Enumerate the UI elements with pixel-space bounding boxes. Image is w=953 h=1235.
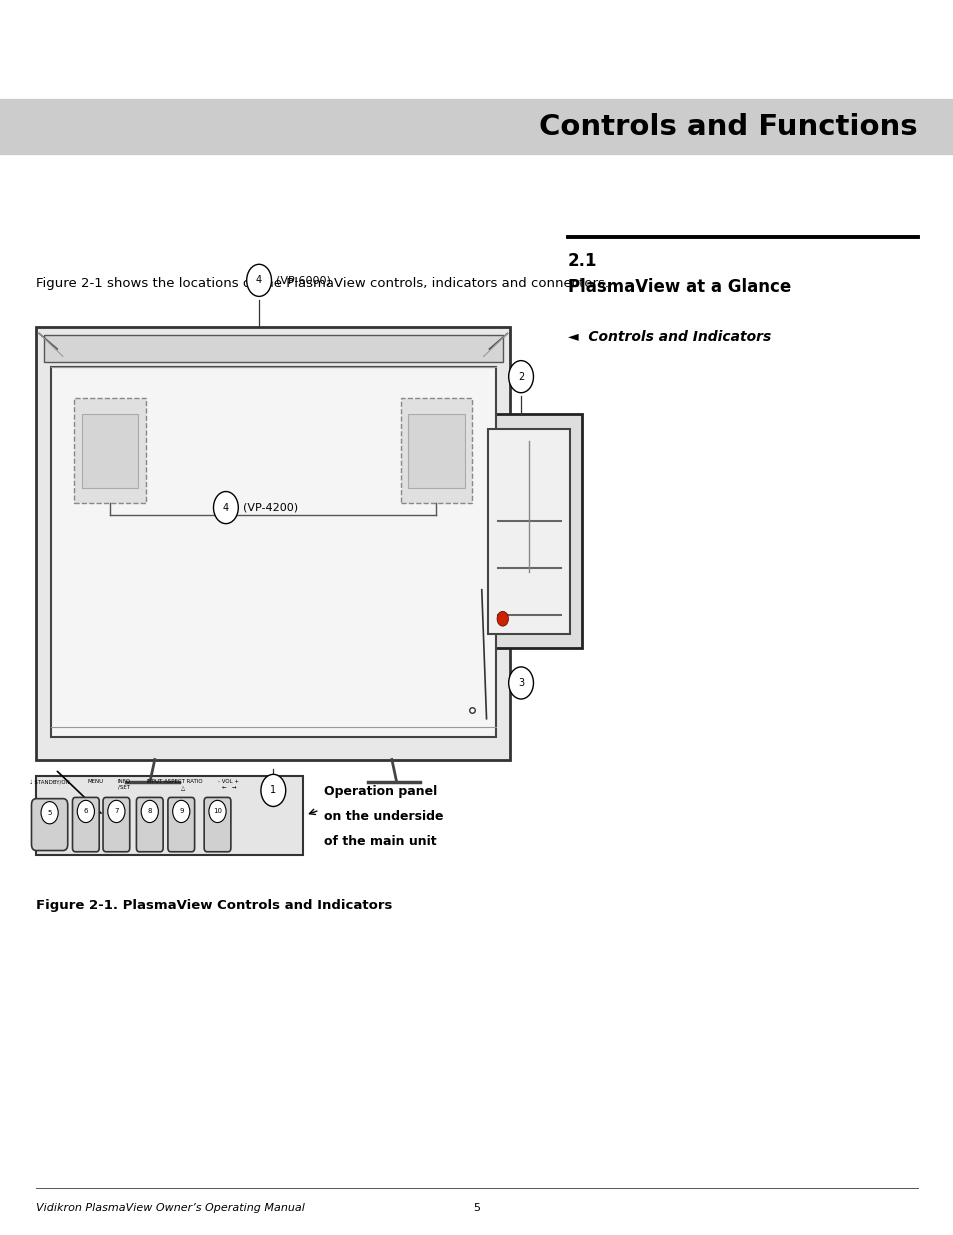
- Text: Operation panel: Operation panel: [324, 785, 437, 799]
- Circle shape: [41, 802, 58, 824]
- Circle shape: [209, 800, 226, 823]
- Circle shape: [172, 800, 190, 823]
- Text: 3: 3: [517, 678, 523, 688]
- Text: 6: 6: [84, 809, 88, 814]
- Text: Controls and Functions: Controls and Functions: [538, 112, 917, 141]
- Bar: [51, 367, 496, 737]
- Bar: [82, 414, 138, 488]
- Text: 4: 4: [255, 275, 262, 285]
- Circle shape: [508, 667, 533, 699]
- Text: 9: 9: [179, 809, 183, 814]
- Circle shape: [261, 774, 286, 806]
- Text: 1: 1: [270, 785, 276, 795]
- Circle shape: [508, 361, 533, 393]
- Text: Figure 2-1 shows the locations of the PlasmaView controls, indicators and connec: Figure 2-1 shows the locations of the Pl…: [36, 277, 609, 290]
- Bar: [36, 327, 510, 760]
- Circle shape: [213, 492, 238, 524]
- Text: ◄  Controls and Indicators: ◄ Controls and Indicators: [567, 330, 770, 343]
- Bar: [74, 398, 146, 503]
- Bar: [476, 414, 581, 648]
- Text: Vidikron PlasmaView Owner’s Operating Manual: Vidikron PlasmaView Owner’s Operating Ma…: [36, 1203, 305, 1213]
- Circle shape: [108, 800, 125, 823]
- Text: 10: 10: [213, 809, 222, 814]
- Bar: [408, 414, 464, 488]
- Bar: [488, 429, 570, 634]
- Bar: [0, 100, 953, 154]
- Bar: [400, 398, 472, 503]
- Text: INFO
/SET: INFO /SET: [117, 779, 131, 789]
- Circle shape: [141, 800, 158, 823]
- Text: (VP-6000): (VP-6000): [276, 275, 331, 285]
- Bar: [44, 335, 502, 362]
- Text: PlasmaView at a Glance: PlasmaView at a Glance: [567, 278, 790, 296]
- FancyBboxPatch shape: [136, 798, 163, 852]
- Circle shape: [247, 264, 272, 296]
- Text: of the main unit: of the main unit: [324, 835, 436, 848]
- Text: MENU: MENU: [88, 779, 103, 784]
- Text: 4: 4: [223, 503, 229, 513]
- Text: Figure 2-1. PlasmaView Controls and Indicators: Figure 2-1. PlasmaView Controls and Indi…: [36, 899, 393, 913]
- Text: on the underside: on the underside: [324, 810, 443, 824]
- Text: 7: 7: [114, 809, 118, 814]
- FancyBboxPatch shape: [103, 798, 130, 852]
- Circle shape: [77, 800, 94, 823]
- Text: 5: 5: [48, 810, 51, 816]
- FancyBboxPatch shape: [204, 798, 231, 852]
- Text: ♩ STANDBY/ON: ♩ STANDBY/ON: [30, 779, 70, 784]
- Bar: [36, 776, 303, 855]
- Text: 8: 8: [148, 809, 152, 814]
- Text: 5: 5: [473, 1203, 480, 1213]
- FancyBboxPatch shape: [168, 798, 194, 852]
- Text: 2: 2: [517, 372, 523, 382]
- Text: (VP-4200): (VP-4200): [243, 503, 298, 513]
- Text: 2.1: 2.1: [567, 252, 597, 270]
- Text: INPUT: INPUT: [146, 779, 163, 784]
- FancyBboxPatch shape: [31, 799, 68, 851]
- Text: ASPECT RATIO
△: ASPECT RATIO △: [164, 779, 202, 789]
- Text: - VOL +
←   →: - VOL + ← →: [218, 779, 239, 789]
- Circle shape: [497, 611, 508, 626]
- FancyBboxPatch shape: [72, 798, 99, 852]
